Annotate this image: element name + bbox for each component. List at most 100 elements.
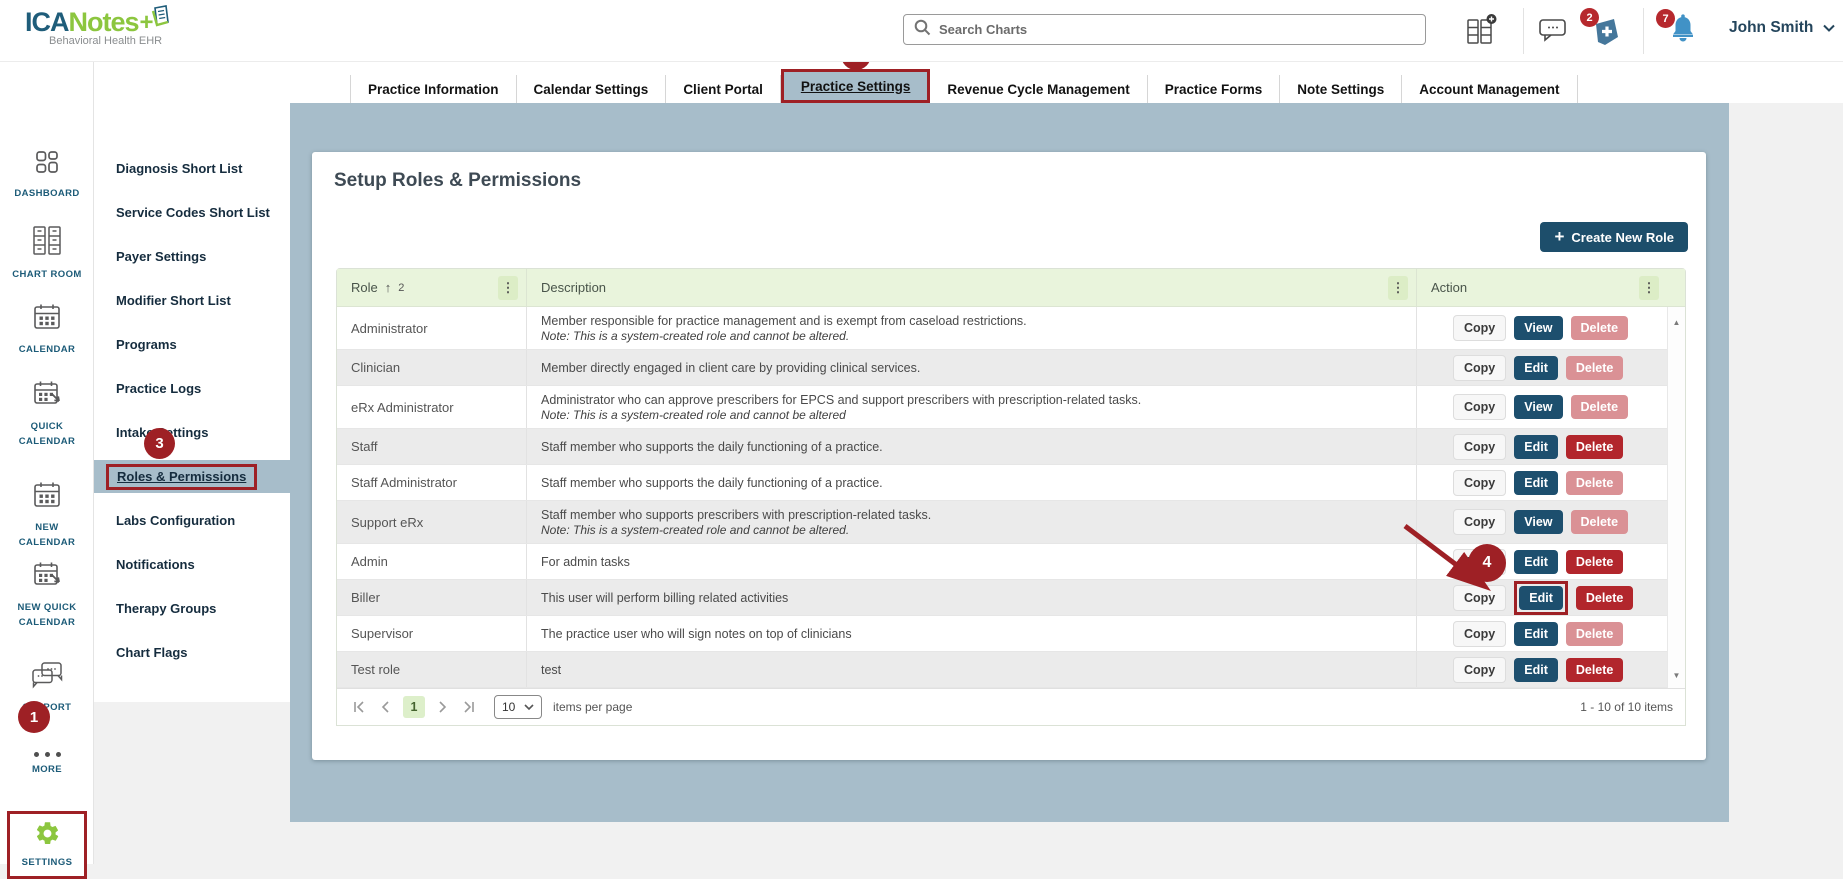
menu-item-modifier-short-list[interactable]: Modifier Short List bbox=[116, 293, 231, 308]
main-content-area: Setup Roles & Permissions Create New Rol… bbox=[290, 103, 1729, 822]
menu-item-practice-logs[interactable]: Practice Logs bbox=[116, 381, 202, 396]
edit-button[interactable]: Edit bbox=[1514, 549, 1558, 574]
copy-button[interactable]: Copy bbox=[1453, 509, 1507, 535]
chevron-down-icon bbox=[524, 703, 534, 710]
delete-button[interactable]: Delete bbox=[1565, 621, 1624, 646]
copy-button[interactable]: Copy bbox=[1453, 656, 1507, 683]
role-cell: Support eRx bbox=[337, 501, 527, 543]
column-header-description[interactable]: Description bbox=[527, 269, 1417, 306]
view-button[interactable]: View bbox=[1514, 316, 1563, 340]
search-input[interactable] bbox=[939, 22, 1415, 37]
tab-note-settings[interactable]: Note Settings bbox=[1280, 75, 1403, 103]
nav-label: NEW CALENDAR bbox=[18, 522, 76, 548]
nav-label: NEW QUICK CALENDAR bbox=[17, 602, 77, 628]
nav-new-quick-calendar[interactable]: NEW QUICK CALENDAR bbox=[0, 560, 94, 630]
tab-practice-settings[interactable]: Practice Settings 2 bbox=[780, 40, 931, 103]
description-cell: Staff member who supports the daily func… bbox=[527, 465, 1417, 500]
menu-item-intake-settings[interactable]: Intake Settings bbox=[116, 425, 209, 440]
create-new-role-button[interactable]: Create New Role bbox=[1540, 222, 1688, 252]
edit-button[interactable]: Edit bbox=[1519, 585, 1563, 610]
delete-button[interactable]: Delete bbox=[1570, 510, 1629, 534]
menu-item-notifications[interactable]: Notifications bbox=[116, 557, 195, 572]
menu-item-programs[interactable]: Programs bbox=[116, 337, 177, 352]
tab-calendar-settings[interactable]: Calendar Settings bbox=[516, 75, 667, 103]
menu-item-labs-configuration[interactable]: Labs Configuration bbox=[116, 513, 236, 528]
menu-item-diagnosis-short-list[interactable]: Diagnosis Short List bbox=[116, 161, 243, 176]
view-button[interactable]: View bbox=[1514, 395, 1563, 419]
description-cell: Staff member who supports prescribers wi… bbox=[527, 501, 1417, 543]
column-menu-icon[interactable] bbox=[1388, 275, 1408, 300]
delete-button[interactable]: Delete bbox=[1565, 657, 1624, 682]
nav-label: CHART ROOM bbox=[12, 269, 82, 280]
edit-button[interactable]: Edit bbox=[1514, 355, 1558, 380]
page-size-select[interactable]: 10 bbox=[494, 695, 542, 719]
column-header-role[interactable]: Role 2 bbox=[337, 269, 527, 306]
tab-client-portal[interactable]: Client Portal bbox=[666, 75, 781, 103]
next-page-button[interactable] bbox=[432, 697, 452, 717]
tab-practice-forms[interactable]: Practice Forms bbox=[1147, 75, 1281, 103]
delete-button[interactable]: Delete bbox=[1565, 355, 1624, 380]
table-scrollbar[interactable] bbox=[1667, 307, 1685, 688]
delete-button[interactable]: Delete bbox=[1565, 434, 1624, 459]
annotation-arrow bbox=[1403, 524, 1491, 592]
nav-quick-calendar[interactable]: QUICK CALENDAR bbox=[0, 379, 94, 449]
nav-new-calendar[interactable]: NEW CALENDAR bbox=[0, 480, 94, 550]
header-divider bbox=[1643, 8, 1644, 54]
nav-label: DASHBOARD bbox=[14, 188, 80, 199]
scroll-down-icon[interactable] bbox=[1673, 665, 1681, 683]
scroll-up-icon[interactable] bbox=[1673, 312, 1681, 330]
description-cell: Member directly engaged in client care b… bbox=[527, 350, 1417, 385]
edit-button[interactable]: Edit bbox=[1514, 621, 1558, 646]
tab-revenue-cycle-management[interactable]: Revenue Cycle Management bbox=[930, 75, 1148, 103]
add-note-icon[interactable]: 2 bbox=[1580, 8, 1622, 53]
copy-button[interactable]: Copy bbox=[1453, 315, 1507, 341]
page-title: Setup Roles & Permissions bbox=[334, 170, 582, 191]
copy-button[interactable]: Copy bbox=[1453, 354, 1507, 381]
delete-button[interactable]: Delete bbox=[1565, 549, 1624, 574]
user-name: John Smith bbox=[1729, 19, 1814, 36]
copy-button[interactable]: Copy bbox=[1453, 394, 1507, 420]
column-menu-icon[interactable] bbox=[1639, 275, 1659, 300]
last-page-button[interactable] bbox=[459, 697, 479, 717]
delete-button[interactable]: Delete bbox=[1570, 395, 1629, 419]
copy-button[interactable]: Copy bbox=[1453, 433, 1507, 460]
previous-page-button[interactable] bbox=[376, 697, 396, 717]
menu-item-service-codes-short-list[interactable]: Service Codes Short List bbox=[116, 205, 270, 220]
delete-button[interactable]: Delete bbox=[1575, 585, 1634, 610]
menu-item-payer-settings[interactable]: Payer Settings bbox=[116, 249, 207, 264]
table-row: Staff Administrator Staff member who sup… bbox=[337, 465, 1667, 501]
tab-practice-information[interactable]: Practice Information bbox=[350, 75, 517, 103]
nav-calendar[interactable]: CALENDAR bbox=[0, 302, 94, 358]
delete-button[interactable]: Delete bbox=[1565, 470, 1624, 495]
nav-more[interactable]: MORE bbox=[0, 752, 94, 778]
column-menu-icon[interactable] bbox=[498, 275, 518, 300]
menu-item-therapy-groups[interactable]: Therapy Groups bbox=[116, 601, 217, 616]
nav-label: MORE bbox=[31, 764, 63, 775]
delete-button[interactable]: Delete bbox=[1570, 316, 1629, 340]
user-menu[interactable]: John Smith bbox=[1729, 19, 1836, 37]
messages-icon[interactable] bbox=[1538, 17, 1568, 48]
view-button[interactable]: View bbox=[1514, 510, 1563, 534]
copy-button[interactable]: Copy bbox=[1453, 469, 1507, 496]
role-cell: Staff bbox=[337, 429, 527, 464]
chart-room-add-icon[interactable] bbox=[1465, 13, 1497, 52]
nav-label: SETTINGS bbox=[21, 856, 73, 868]
search-bar[interactable] bbox=[903, 14, 1426, 45]
table-row: Support eRx Staff member who supports pr… bbox=[337, 501, 1667, 544]
tab-account-management[interactable]: Account Management bbox=[1402, 75, 1578, 103]
description-cell: Member responsible for practice manageme… bbox=[527, 307, 1417, 349]
edit-button[interactable]: Edit bbox=[1514, 434, 1558, 459]
edit-button[interactable]: Edit bbox=[1514, 657, 1558, 682]
nav-dashboard[interactable]: DASHBOARD bbox=[0, 148, 94, 202]
notifications-bell-icon[interactable]: 7 bbox=[1656, 9, 1698, 50]
copy-button[interactable]: Copy bbox=[1453, 620, 1507, 647]
nav-chart-room[interactable]: CHART ROOM bbox=[0, 225, 94, 283]
app-logo[interactable]: ICA Notes + Behavioral Health EHR bbox=[25, 5, 171, 47]
first-page-button[interactable] bbox=[349, 697, 369, 717]
page-number[interactable]: 1 bbox=[403, 696, 425, 718]
menu-item-chart-flags[interactable]: Chart Flags bbox=[116, 645, 188, 660]
dashboard-grid-icon bbox=[33, 148, 61, 181]
edit-button[interactable]: Edit bbox=[1514, 470, 1558, 495]
menu-item-roles-permissions[interactable]: Roles & Permissions bbox=[94, 460, 290, 493]
nav-settings[interactable]: SETTINGS bbox=[7, 811, 87, 879]
